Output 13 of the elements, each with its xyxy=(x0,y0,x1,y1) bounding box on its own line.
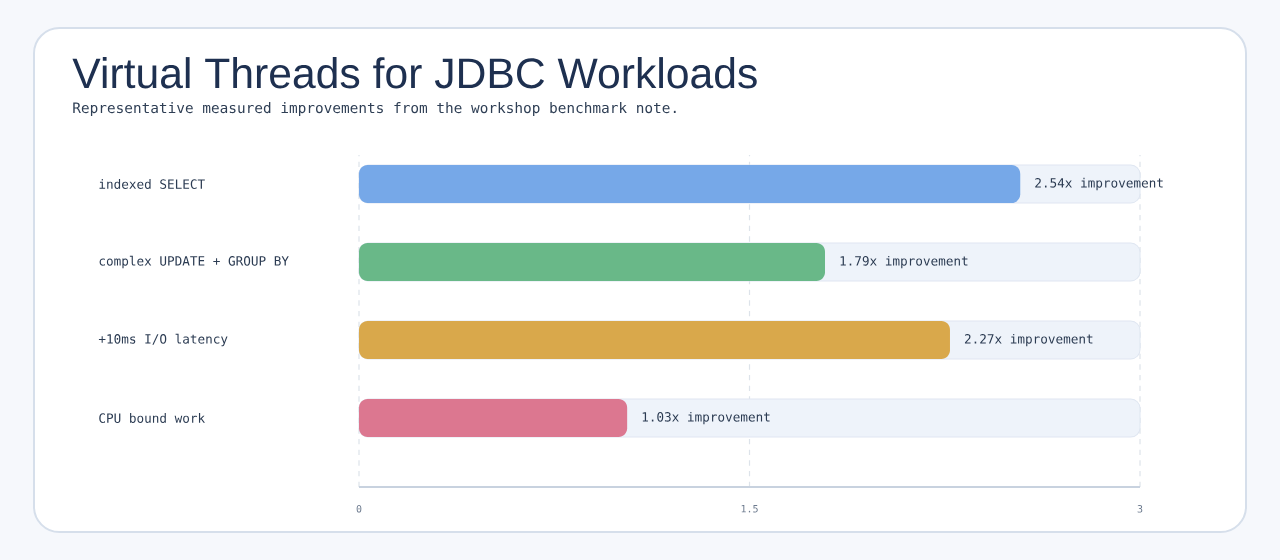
y-tick-label: CPU bound work xyxy=(99,413,205,423)
y-tick-label: complex UPDATE + GROUP BY xyxy=(99,255,289,269)
data-label: 1.03x improvement xyxy=(642,411,770,425)
x-tick-label: 3 xyxy=(1137,505,1143,513)
data-label: 1.79x improvement xyxy=(840,255,968,269)
x-tick-label: 1.5 xyxy=(741,505,758,513)
data-label: 2.54x improvement xyxy=(1035,177,1163,191)
y-tick-label: indexed SELECT xyxy=(99,179,205,189)
y-tick-label: +10ms I/O latency xyxy=(98,333,228,347)
chart-title: Virtual Threads for JDBC Workloads xyxy=(72,57,757,89)
x-tick-label: 0 xyxy=(356,505,362,513)
chart-subtitle: Representative measured improvements from the workshop benchmark note. xyxy=(73,102,676,116)
data-label: 2.27x improvement xyxy=(964,333,1093,347)
